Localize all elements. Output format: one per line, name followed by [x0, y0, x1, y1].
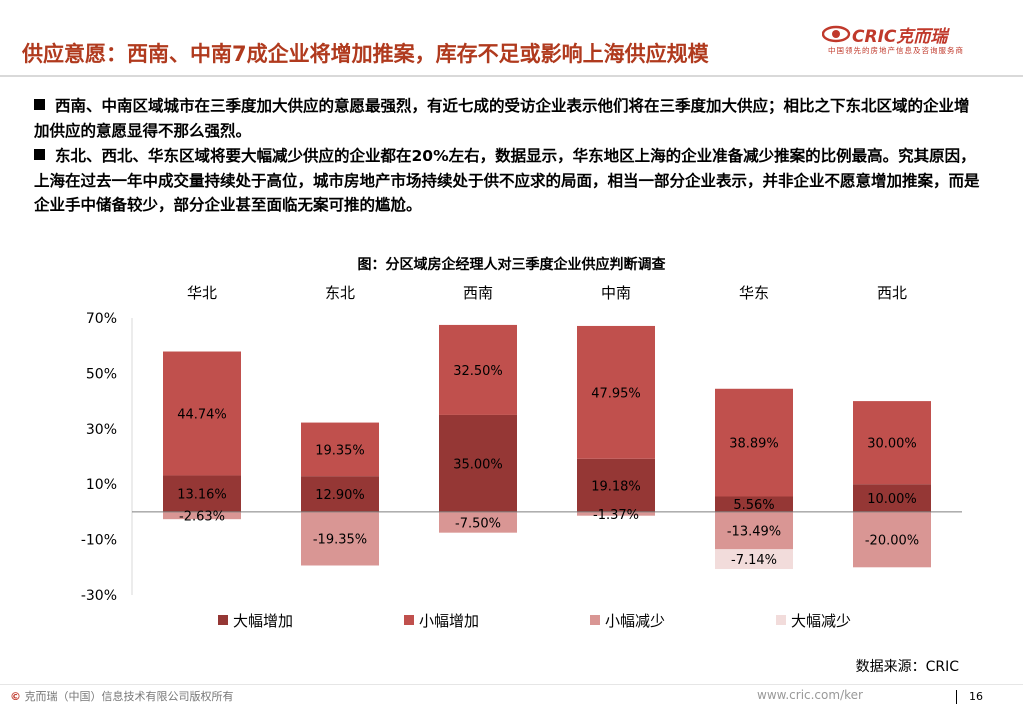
y-tick-label: 70% [86, 311, 117, 327]
data-label: 10.00% [867, 492, 917, 507]
header-divider [0, 75, 1023, 77]
legend-label: 大幅增加 [233, 612, 294, 630]
data-label: 47.95% [591, 386, 641, 401]
data-label: 13.16% [177, 488, 227, 503]
y-tick-label: -30% [81, 588, 117, 604]
y-tick-label: -10% [81, 533, 117, 549]
data-label: -2.63% [179, 510, 225, 525]
bar-segment [715, 549, 793, 570]
data-label: -13.49% [727, 525, 781, 540]
data-label: -7.14% [731, 553, 777, 568]
data-label: 19.18% [591, 479, 641, 494]
data-label: 5.56% [733, 498, 774, 513]
y-tick-label: 30% [86, 422, 117, 438]
data-label: 30.00% [867, 437, 917, 452]
legend-swatch [218, 615, 228, 625]
bar-segment [715, 511, 793, 550]
bar-segment [853, 484, 931, 512]
data-source: 数据来源：CRIC [855, 659, 959, 675]
bullet-item: 东北、西北、华东区域将要大幅减少供应的企业都在20%左右，数据显示，华东地区上海… [34, 144, 984, 218]
copyright-notice: © 克而瑞（中国）信息技术有限公司版权所有 [10, 688, 234, 704]
category-label: 东北 [325, 284, 355, 302]
page-separator [956, 690, 957, 704]
bar-segment [853, 511, 931, 568]
chart-title: 图：分区域房企经理人对三季度企业供应判断调查 [357, 257, 666, 273]
data-label: 44.74% [177, 407, 227, 422]
website-link[interactable]: www.cric.com/ker [757, 688, 863, 702]
bullet-item: 西南、中南区域城市在三季度加大供应的意愿最强烈，有近七成的受访企业表示他们将在三… [34, 94, 984, 143]
bar-segment [439, 511, 517, 533]
data-label: 35.00% [453, 457, 503, 472]
bar-segment [439, 414, 517, 512]
data-label: -7.50% [455, 516, 501, 531]
category-label: 西北 [877, 284, 907, 302]
logo-tagline: 中国领先的房地产信息及咨询服务商 [828, 46, 964, 55]
summary-bullets: 西南、中南区域城市在三季度加大供应的意愿最强烈，有近七成的受访企业表示他们将在三… [34, 94, 984, 219]
legend-label: 大幅减少 [791, 612, 852, 630]
data-label: 38.89% [729, 437, 779, 452]
bar-segment [301, 476, 379, 512]
logo-brand: CRIC克而瑞 [852, 27, 948, 47]
bullet-text: 东北、西北、华东区域将要大幅减少供应的企业都在20%左右，数据显示，华东地区上海… [34, 147, 980, 214]
copyright-symbol: © [10, 690, 21, 703]
category-label: 中南 [601, 284, 631, 302]
page-number: 16 [969, 690, 983, 703]
bar-segment [577, 325, 655, 459]
page-title: 供应意愿：西南、中南7成企业将增加推案，库存不足或影响上海供应规模 [22, 42, 709, 66]
data-label: -20.00% [865, 534, 919, 549]
copyright-text: 克而瑞（中国）信息技术有限公司版权所有 [24, 690, 234, 703]
data-label: 12.90% [315, 488, 365, 503]
square-bullet-icon [34, 99, 45, 110]
y-tick-label: 10% [86, 477, 117, 493]
bar-segment [301, 511, 379, 566]
cric-logo-icon [822, 25, 851, 43]
bar-segment [301, 422, 379, 477]
legend-label: 小幅增加 [419, 612, 480, 630]
category-label: 西南 [463, 284, 493, 302]
category-label: 华北 [187, 284, 217, 302]
bar-segment [577, 458, 655, 512]
data-label: -19.35% [313, 533, 367, 548]
bar-segment [577, 511, 655, 516]
category-label: 华东 [739, 284, 769, 302]
footer-divider [0, 684, 1023, 685]
bar-segment [163, 351, 241, 476]
legend-item: 小幅减少 [590, 610, 665, 631]
chart-legend: 大幅增加 小幅增加 小幅减少 大幅减少 [0, 610, 1023, 634]
bar-segment [163, 475, 241, 512]
legend-swatch [404, 615, 414, 625]
data-label: 32.50% [453, 364, 503, 379]
legend-swatch [776, 615, 786, 625]
data-label: -1.37% [593, 508, 639, 523]
data-label: 19.35% [315, 443, 365, 458]
legend-label: 小幅减少 [605, 612, 666, 630]
square-bullet-icon [34, 149, 45, 160]
legend-item: 小幅增加 [404, 610, 479, 631]
cric-logo: CRIC克而瑞 中国领先的房地产信息及咨询服务商 [822, 24, 1002, 64]
bar-segment [715, 388, 793, 497]
bar-segment [439, 324, 517, 415]
bar-segment [163, 511, 241, 520]
bullet-text: 西南、中南区域城市在三季度加大供应的意愿最强烈，有近七成的受访企业表示他们将在三… [34, 97, 970, 140]
y-tick-label: 50% [86, 366, 117, 382]
bar-segment [715, 496, 793, 512]
legend-item: 大幅增加 [218, 610, 293, 631]
legend-swatch [590, 615, 600, 625]
bar-segment [853, 401, 931, 485]
legend-item: 大幅减少 [776, 610, 851, 631]
